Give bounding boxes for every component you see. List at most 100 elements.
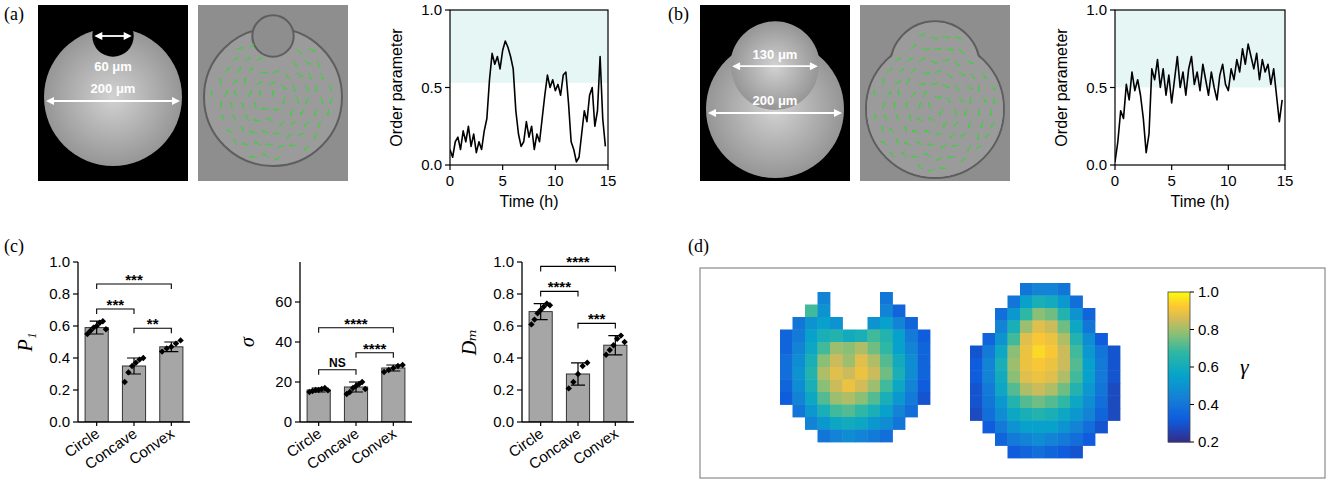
bar-chart: CircleConcaveConvex0.00.20.40.60.81.0Dₘ*… (458, 253, 634, 472)
y-tick (445, 164, 450, 165)
flow-arrow-head (252, 67, 253, 70)
y-tick (1110, 9, 1115, 10)
flow-arrow (923, 73, 930, 74)
flow-arrow (959, 97, 964, 102)
heatmap-cell (1008, 446, 1021, 459)
bulge-fill (731, 22, 819, 110)
y-axis-line (77, 262, 78, 422)
arrow-head (834, 109, 842, 117)
heatmap-cell (1108, 396, 1121, 409)
flow-arrow-head (924, 130, 927, 132)
heatmap-cell (805, 330, 818, 343)
heatmap-cell (918, 392, 931, 405)
flow-arrow (266, 144, 273, 145)
category-label: Concave (525, 425, 583, 473)
heatmap-cell (855, 405, 868, 418)
flow-arrow-head (981, 125, 982, 128)
y-tick-label: 1.0 (493, 253, 514, 270)
flow-arrow-head (278, 146, 280, 148)
heatmap-cell (905, 317, 918, 330)
flow-arrow (887, 68, 892, 73)
colorbar-tick (1190, 329, 1194, 330)
colorbar-tick-label: 0.4 (1198, 396, 1219, 413)
flow-arrow (884, 114, 886, 121)
scale-label: 200 μm (91, 81, 136, 96)
flow-arrow-head (273, 90, 274, 93)
flow-arrow (244, 78, 245, 85)
colorbar-tick-label: 1.0 (1198, 283, 1219, 300)
y-tick-label: 0.8 (49, 285, 70, 302)
data-point (570, 379, 576, 385)
data-point (399, 362, 405, 368)
flow-arrow (947, 49, 954, 51)
flow-arrow-head (970, 63, 973, 65)
colorbar-tick-label: 0.2 (1198, 433, 1219, 450)
heatmap-cell (1008, 371, 1021, 384)
flow-arrow-head (927, 73, 930, 74)
heatmap-cell (1083, 358, 1096, 371)
heatmap-cell (1058, 408, 1071, 421)
heatmap-cell (843, 342, 856, 355)
flow-arrow-head (948, 156, 951, 158)
flow-arrow-head (306, 89, 309, 90)
flow-arrow (981, 121, 983, 128)
heatmap-cell (868, 380, 881, 393)
flow-arrow (298, 133, 305, 136)
flow-arrow-head (318, 65, 321, 66)
heatmap-cell (983, 371, 996, 384)
flow-arrow-head (889, 152, 892, 154)
image-background (860, 5, 1010, 181)
data-point (177, 337, 183, 343)
heatmap-cell (995, 346, 1008, 359)
flow-arrow-head (957, 65, 960, 67)
y-tick-label: 0.5 (421, 79, 442, 96)
flow-arrow (970, 97, 971, 104)
flow-arrow-head (882, 126, 884, 128)
heatmap-cell (805, 367, 818, 380)
heatmap-cell (855, 367, 868, 380)
flow-arrow-head (236, 80, 238, 83)
heatmap-cell (855, 380, 868, 393)
heatmap-cell (843, 367, 856, 380)
significance-label: *** (107, 296, 125, 313)
heatmap-cell (880, 330, 893, 343)
heatmap-cell (995, 333, 1008, 346)
heatmap-cell (1033, 433, 1046, 446)
heatmap-cell (1070, 296, 1083, 309)
heatmap-cell (1045, 333, 1058, 346)
flow-arrow-head (969, 101, 970, 104)
heatmap-cell (818, 417, 831, 430)
flow-arrow (943, 59, 950, 61)
heatmap-cell (1033, 283, 1046, 296)
flow-arrow (261, 72, 268, 74)
flow-arrow-head (939, 48, 941, 50)
data-point (531, 316, 537, 322)
data-point (395, 363, 401, 369)
heatmap-cell (1045, 371, 1058, 384)
heatmap-cell (1083, 433, 1096, 446)
heatmap-cell (995, 421, 1008, 434)
flow-arrow (273, 70, 279, 73)
x-tick-label: 10 (547, 172, 564, 189)
flow-arrow (245, 57, 251, 61)
heatmap-cell (830, 330, 843, 343)
flow-arrow-head (321, 102, 323, 104)
flow-arrow-head (254, 142, 257, 143)
flow-arrow (257, 57, 263, 61)
flow-arrow (874, 114, 875, 121)
flow-arrow-head (308, 63, 311, 64)
heatmap-cell (1070, 308, 1083, 321)
flow-arrow-head (314, 113, 316, 116)
x-axis-title: Time (h) (1171, 193, 1230, 210)
flow-arrow-head (275, 158, 277, 161)
heatmap-cell (1095, 421, 1108, 434)
flow-arrow-head (912, 130, 915, 132)
heatmap-cell (893, 392, 906, 405)
x-axis-line (78, 421, 190, 422)
heatmap-cell (855, 342, 868, 355)
heatmap-cell (1033, 321, 1046, 334)
flow-arrow (923, 49, 930, 50)
flow-arrow-head (916, 117, 919, 118)
heatmap-cell (970, 396, 983, 409)
flow-arrow-head (287, 77, 290, 79)
